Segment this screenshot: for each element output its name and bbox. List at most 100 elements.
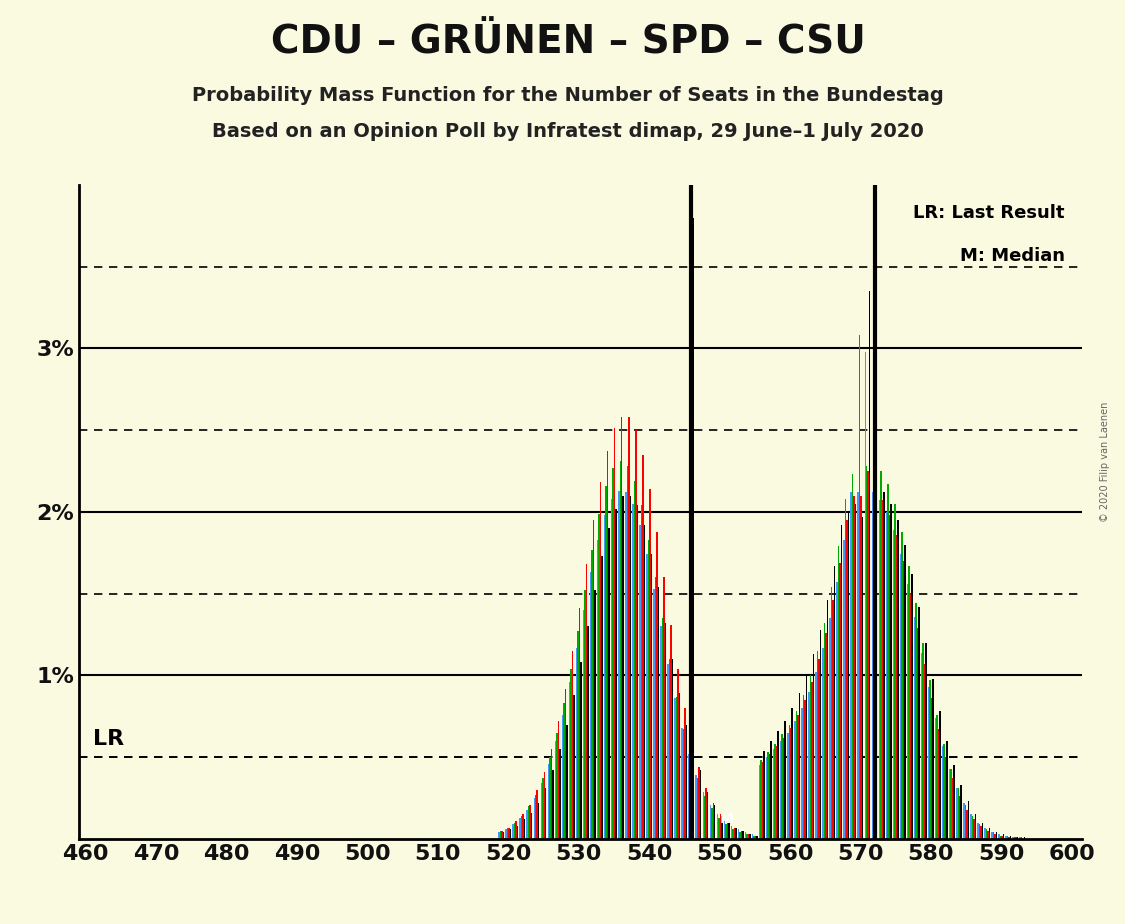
Bar (505, 829, 507, 839)
Bar (533, 798, 536, 839)
Bar (860, 335, 861, 839)
Bar (528, 807, 530, 839)
Bar (767, 752, 768, 839)
Bar (597, 540, 598, 839)
Bar (850, 492, 852, 839)
Bar (565, 688, 566, 839)
Bar (728, 822, 730, 839)
Bar (1012, 837, 1014, 839)
Bar (826, 633, 827, 839)
Bar (712, 803, 714, 839)
Bar (1008, 837, 1010, 839)
Bar (894, 504, 896, 839)
Bar (817, 650, 818, 839)
Bar (543, 772, 544, 839)
Bar (665, 623, 666, 839)
Bar (994, 834, 996, 839)
Bar (848, 512, 849, 839)
Bar (748, 834, 749, 839)
Bar (762, 762, 764, 839)
Bar (888, 484, 889, 839)
Bar (740, 831, 742, 839)
Bar (752, 834, 754, 839)
Bar (776, 746, 777, 839)
Bar (664, 578, 665, 839)
Bar (954, 765, 955, 839)
Bar (531, 813, 532, 839)
Bar (684, 708, 686, 839)
Bar (686, 724, 687, 839)
Bar (1000, 835, 1001, 839)
Bar (688, 754, 690, 839)
Bar (726, 824, 727, 839)
Bar (544, 788, 547, 839)
Bar (552, 771, 554, 839)
Bar (783, 737, 784, 839)
Bar (921, 652, 922, 839)
Bar (896, 535, 897, 839)
Bar (526, 809, 528, 839)
Bar (622, 495, 624, 839)
Bar (650, 554, 652, 839)
Bar (1016, 837, 1017, 839)
Bar (855, 504, 856, 839)
Bar (978, 822, 979, 839)
Text: M: M (720, 812, 734, 826)
Bar (656, 531, 658, 839)
Bar (1006, 835, 1007, 839)
Bar (942, 746, 944, 839)
Bar (642, 455, 644, 839)
Bar (508, 828, 510, 839)
Bar (735, 828, 737, 839)
Bar (705, 788, 706, 839)
Bar (939, 711, 940, 839)
Bar (577, 631, 578, 839)
Bar (561, 714, 564, 839)
Bar (916, 603, 917, 839)
Bar (1019, 837, 1020, 839)
Bar (1010, 835, 1011, 839)
Bar (717, 814, 718, 839)
Bar (580, 663, 582, 839)
Bar (980, 826, 982, 839)
Bar (646, 554, 648, 839)
Bar (627, 466, 628, 839)
Bar (840, 525, 843, 839)
Bar (592, 550, 593, 839)
Bar (832, 601, 834, 839)
Bar (633, 480, 636, 839)
Bar (695, 775, 698, 839)
Bar (788, 733, 789, 839)
Bar (522, 814, 524, 839)
Bar (742, 831, 744, 839)
Bar (648, 540, 649, 839)
Text: Probability Mass Function for the Number of Seats in the Bundestag: Probability Mass Function for the Number… (192, 86, 944, 105)
Bar (789, 724, 790, 839)
Bar (966, 809, 968, 839)
Bar (704, 796, 705, 839)
Bar (824, 623, 826, 839)
Bar (536, 795, 537, 839)
Bar (683, 729, 684, 839)
Bar (882, 501, 883, 839)
Bar (558, 722, 559, 839)
Bar (662, 618, 664, 839)
Bar (692, 741, 693, 839)
Bar (537, 790, 538, 839)
Bar (918, 607, 920, 839)
Bar (654, 589, 655, 839)
Bar (605, 486, 606, 839)
Bar (1017, 837, 1018, 839)
Bar (538, 803, 540, 839)
Bar (885, 512, 888, 839)
Bar (594, 590, 596, 839)
Bar (676, 697, 677, 839)
Bar (889, 516, 890, 839)
Bar (711, 808, 712, 839)
Bar (590, 572, 592, 839)
Bar (866, 466, 867, 839)
Bar (873, 463, 874, 839)
Bar (759, 765, 760, 839)
Bar (611, 499, 612, 839)
Bar (541, 784, 542, 839)
